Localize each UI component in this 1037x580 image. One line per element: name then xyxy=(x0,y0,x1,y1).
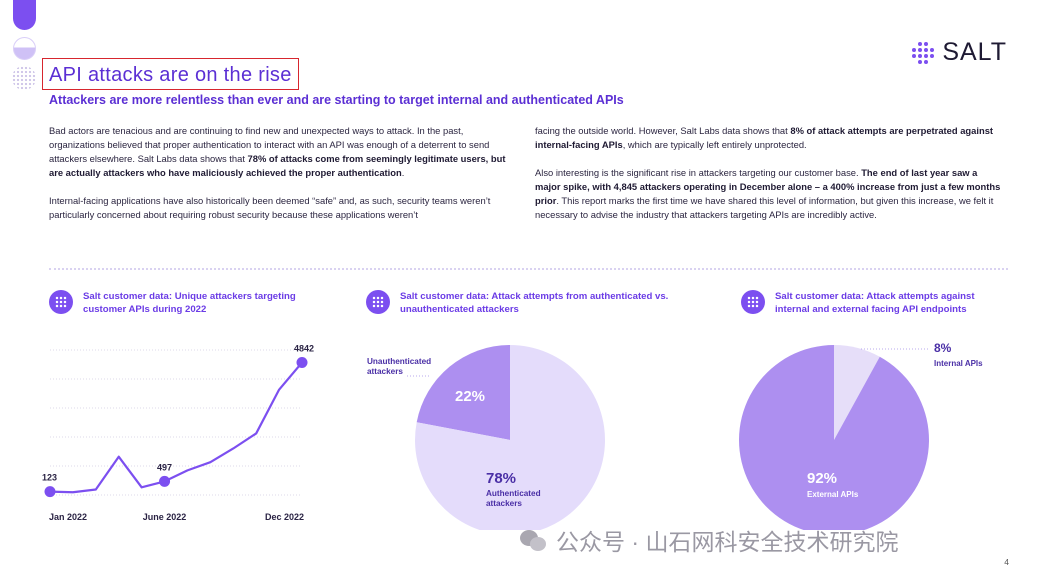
text: . xyxy=(401,167,405,178)
pie-slice xyxy=(416,345,510,440)
x-tick-label: Jan 2022 xyxy=(49,512,87,522)
body-column-right: facing the outside world. However, Salt … xyxy=(535,124,1005,222)
slice-category-label: Internal APIs xyxy=(934,359,983,368)
data-label: 4842 xyxy=(294,344,314,354)
page-title-box: API attacks are on the rise xyxy=(42,58,299,90)
bold-text: 78% of attacks come from seemingly legit… xyxy=(49,153,506,178)
line-chart-title: Salt customer data: Unique attackers tar… xyxy=(83,291,296,315)
data-point xyxy=(159,475,171,487)
paragraph: Internal-facing applications have also h… xyxy=(49,195,491,220)
pie-chart-authentication: 22%78%UnauthenticatedattackersAuthentica… xyxy=(367,345,605,530)
section-divider xyxy=(49,268,1008,270)
chart-dots-icon xyxy=(49,290,73,314)
text: Bad actors are tenacious and are continu… xyxy=(49,125,490,164)
slice-category-label: attackers xyxy=(367,367,403,376)
paragraph: Bad actors are tenacious and are continu… xyxy=(49,124,509,180)
slice-value-label: 8% xyxy=(934,341,952,355)
data-label: 123 xyxy=(42,473,57,483)
data-label: 497 xyxy=(157,462,172,472)
watermark-text: 公众号 · 山石网科安全技术研究院 xyxy=(556,529,899,555)
pie1-chart-title: Salt customer data: Attack attempts from… xyxy=(400,291,669,315)
slice-category-label: Unauthenticated xyxy=(367,357,431,366)
salt-logo-mark-icon xyxy=(912,40,935,66)
chart-dots-icon xyxy=(366,290,390,314)
text: , which are typically left entirely unpr… xyxy=(622,139,807,150)
logo-text: SALT xyxy=(942,38,1007,66)
paragraph: Also interesting is the significant rise… xyxy=(535,166,1005,222)
page-subtitle: Attackers are more relentless than ever … xyxy=(49,93,624,107)
x-tick-label: Dec 2022 xyxy=(265,512,304,522)
line-chart: 123 497 4842 Jan 2022 June 2022 Dec 2022 xyxy=(42,344,314,522)
decorative-tab xyxy=(13,0,36,30)
text: . This report marks the first time we ha… xyxy=(535,195,994,220)
page-title: API attacks are on the rise xyxy=(49,64,292,86)
pie-slice xyxy=(739,345,929,530)
page-number: 4 xyxy=(1004,557,1009,567)
slice-value-label: 92% xyxy=(807,470,837,487)
text: facing the outside world. However, Salt … xyxy=(535,125,791,136)
wechat-icon xyxy=(520,528,548,552)
slice-category-label: External APIs xyxy=(807,490,859,499)
pie2-chart-title: Salt customer data: Attack attempts agai… xyxy=(775,291,975,315)
pie2-chart-header: Salt customer data: Attack attempts agai… xyxy=(741,290,1011,316)
pie-slice xyxy=(415,345,605,530)
slice-category-label: attackers xyxy=(486,499,522,508)
x-tick-label: June 2022 xyxy=(143,512,187,522)
body-column-left: Bad actors are tenacious and are continu… xyxy=(49,124,509,222)
wechat-watermark: 公众号 · 山石网科安全技术研究院 xyxy=(520,523,898,557)
slice-value-label: 22% xyxy=(455,388,485,405)
salt-logo: SALT xyxy=(912,38,1007,67)
decorative-dotted-circle xyxy=(12,66,36,90)
pie-slice xyxy=(834,345,880,440)
text: Also interesting is the significant rise… xyxy=(535,167,862,178)
paragraph: facing the outside world. However, Salt … xyxy=(535,124,1005,152)
line-chart-header: Salt customer data: Unique attackers tar… xyxy=(49,290,309,316)
slice-value-label: 78% xyxy=(486,470,516,487)
data-point xyxy=(44,486,56,498)
pie-chart-endpoints: 8% Internal APIs 92% External APIs xyxy=(739,341,983,530)
slice-category-label: Authenticated xyxy=(486,489,541,498)
series-line xyxy=(49,361,303,494)
pie1-chart-header: Salt customer data: Attack attempts from… xyxy=(366,290,686,316)
data-point xyxy=(296,357,308,369)
bold-text: The end of last year saw a major spike, … xyxy=(535,167,1001,206)
chart-dots-icon xyxy=(741,290,765,314)
bold-text: 8% of attack attempts are perpetrated ag… xyxy=(535,125,994,150)
decorative-circle xyxy=(13,37,36,60)
